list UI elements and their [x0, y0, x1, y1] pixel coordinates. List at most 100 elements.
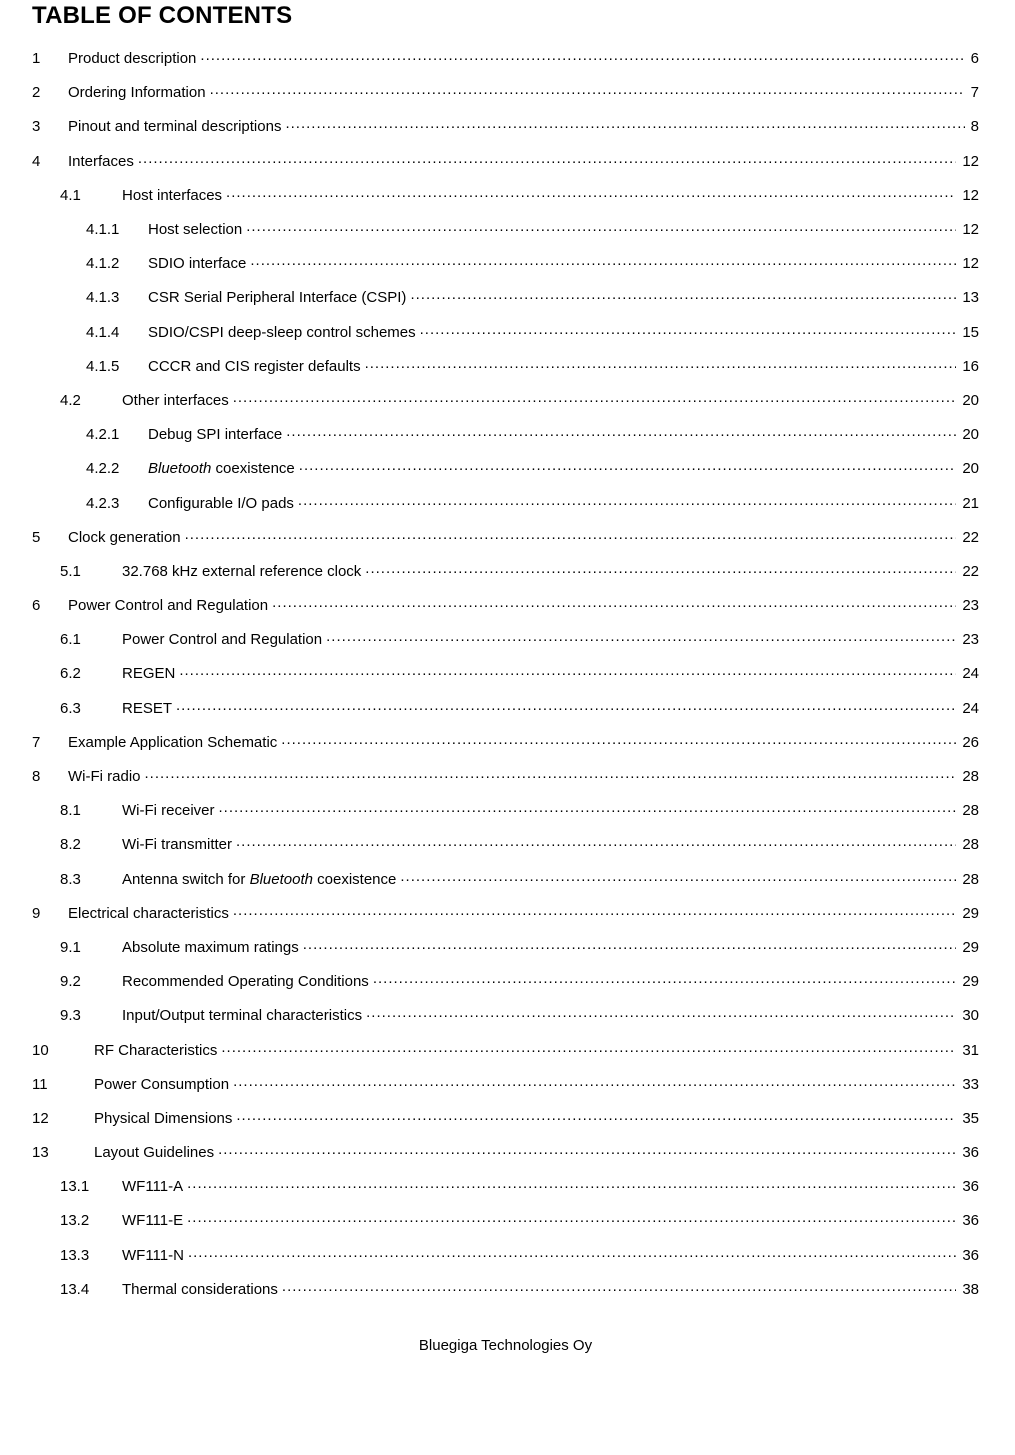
toc-entry: 4.1.4SDIO/CSPI deep-sleep control scheme…: [32, 314, 979, 348]
toc-leader-dots: [138, 151, 956, 166]
toc-entry-page: 29: [956, 906, 979, 921]
toc-leader-dots: [179, 663, 956, 678]
toc-entry: 6.2REGEN 24: [32, 655, 979, 689]
toc-entry-label: Physical Dimensions: [94, 1111, 236, 1126]
toc-leader-dots: [365, 561, 956, 576]
toc-entry: 13.1WF111-A 36: [32, 1168, 979, 1202]
toc-leader-dots: [285, 116, 964, 131]
toc-entry-label: WF111-N: [122, 1248, 188, 1263]
toc-entry-label: Wi-Fi transmitter: [122, 837, 236, 852]
toc-entry-number: 4.1.1: [86, 222, 148, 237]
toc-entry-number: 7: [32, 735, 68, 750]
toc-entry-number: 13: [32, 1145, 94, 1160]
toc-entry-label: Antenna switch for Bluetooth coexistence: [122, 872, 400, 887]
toc-entry-label: RF Characteristics: [94, 1043, 221, 1058]
toc-entry-number: 13.4: [60, 1282, 122, 1297]
toc-entry-label: Recommended Operating Conditions: [122, 974, 373, 989]
toc-entry-page: 35: [956, 1111, 979, 1126]
toc-entry-page: 22: [956, 564, 979, 579]
toc-entry-label: Electrical characteristics: [68, 906, 233, 921]
toc-leader-dots: [299, 458, 957, 473]
toc-entry: 4.1.2SDIO interface 12: [32, 245, 979, 279]
toc-entry: 4.2.3Configurable I/O pads 21: [32, 484, 979, 518]
toc-entry-label: SDIO interface: [148, 256, 250, 271]
toc-entry-label: Input/Output terminal characteristics: [122, 1008, 366, 1023]
toc-entry: 2Ordering Information 7: [32, 74, 979, 108]
toc-leader-dots: [187, 1176, 956, 1191]
toc-entry-label: Power Consumption: [94, 1077, 233, 1092]
toc-entry-number: 5: [32, 530, 68, 545]
toc-leader-dots: [250, 253, 956, 268]
toc-entry-label: WF111-A: [122, 1179, 187, 1194]
toc-entry-page: 12: [956, 154, 979, 169]
toc-leader-dots: [365, 356, 957, 371]
toc-entry: 7Example Application Schematic 26: [32, 724, 979, 758]
toc-entry: 5.132.768 kHz external reference clock 2…: [32, 553, 979, 587]
toc-entry-page: 23: [956, 632, 979, 647]
toc-entry-label: Ordering Information: [68, 85, 210, 100]
toc-leader-dots: [326, 629, 956, 644]
toc-leader-dots: [226, 185, 956, 200]
toc-entry-number: 5.1: [60, 564, 122, 579]
toc-entry-page: 12: [956, 222, 979, 237]
toc-entry: 13Layout Guidelines 36: [32, 1134, 979, 1168]
toc-entry-label: Configurable I/O pads: [148, 496, 298, 511]
toc-entry-page: 16: [956, 359, 979, 374]
toc-leader-dots: [373, 971, 957, 986]
toc-leader-dots: [233, 390, 957, 405]
toc-entry: 4.1.5CCCR and CIS register defaults 16: [32, 348, 979, 382]
toc-entry-page: 28: [956, 872, 979, 887]
toc-entry: 4.2.1Debug SPI interface 20: [32, 416, 979, 450]
toc-entry-page: 15: [956, 325, 979, 340]
toc-entry-page: 38: [956, 1282, 979, 1297]
toc-entry-page: 28: [956, 769, 979, 784]
toc-entry-number: 8: [32, 769, 68, 784]
toc-entry: 8.2Wi-Fi transmitter 28: [32, 826, 979, 860]
toc-entry-page: 8: [965, 119, 979, 134]
page-container: TABLE OF CONTENTS 1Product description 6…: [0, 0, 1015, 1455]
toc-entry-page: 33: [956, 1077, 979, 1092]
toc-entry-label: RESET: [122, 701, 176, 716]
toc-entry-label: Host selection: [148, 222, 246, 237]
toc-entry: 4.1.3CSR Serial Peripheral Interface (CS…: [32, 279, 979, 313]
toc-entry: 13.2WF111-E 36: [32, 1202, 979, 1236]
toc-entry-label: Power Control and Regulation: [122, 632, 326, 647]
toc-entry-page: 20: [956, 427, 979, 442]
toc-entry-number: 4.1.3: [86, 290, 148, 305]
toc-entry-label: Bluetooth coexistence: [148, 461, 299, 476]
toc-list: 1Product description 62Ordering Informat…: [32, 40, 979, 1305]
toc-entry: 12Physical Dimensions 35: [32, 1100, 979, 1134]
toc-entry-label: Wi-Fi radio: [68, 769, 145, 784]
toc-entry-number: 6: [32, 598, 68, 613]
toc-leader-dots: [218, 1142, 956, 1157]
toc-entry-number: 4.2.1: [86, 427, 148, 442]
toc-leader-dots: [200, 48, 964, 63]
toc-leader-dots: [272, 595, 956, 610]
toc-entry-page: 20: [956, 461, 979, 476]
toc-entry-number: 11: [32, 1077, 94, 1092]
toc-leader-dots: [246, 219, 956, 234]
toc-entry-number: 13.2: [60, 1213, 122, 1228]
toc-entry-page: 22: [956, 530, 979, 545]
toc-entry-number: 12: [32, 1111, 94, 1126]
toc-entry-label: SDIO/CSPI deep-sleep control schemes: [148, 325, 420, 340]
toc-entry: 9.2Recommended Operating Conditions 29: [32, 963, 979, 997]
toc-entry: 5Clock generation 22: [32, 519, 979, 553]
toc-leader-dots: [185, 527, 957, 542]
toc-entry-page: 29: [956, 940, 979, 955]
toc-entry: 10RF Characteristics 31: [32, 1031, 979, 1065]
toc-entry-number: 9.2: [60, 974, 122, 989]
toc-entry-number: 4: [32, 154, 68, 169]
toc-entry: 8.1Wi-Fi receiver 28: [32, 792, 979, 826]
toc-leader-dots: [236, 834, 956, 849]
toc-entry: 9.3Input/Output terminal characteristics…: [32, 997, 979, 1031]
toc-leader-dots: [233, 903, 956, 918]
toc-entry-number: 3: [32, 119, 68, 134]
toc-entry-number: 13.3: [60, 1248, 122, 1263]
toc-leader-dots: [233, 1074, 956, 1089]
toc-entry-page: 30: [956, 1008, 979, 1023]
toc-entry-page: 24: [956, 701, 979, 716]
toc-entry: 13.4Thermal considerations 38: [32, 1271, 979, 1305]
toc-leader-dots: [286, 424, 956, 439]
toc-entry-label: Interfaces: [68, 154, 138, 169]
